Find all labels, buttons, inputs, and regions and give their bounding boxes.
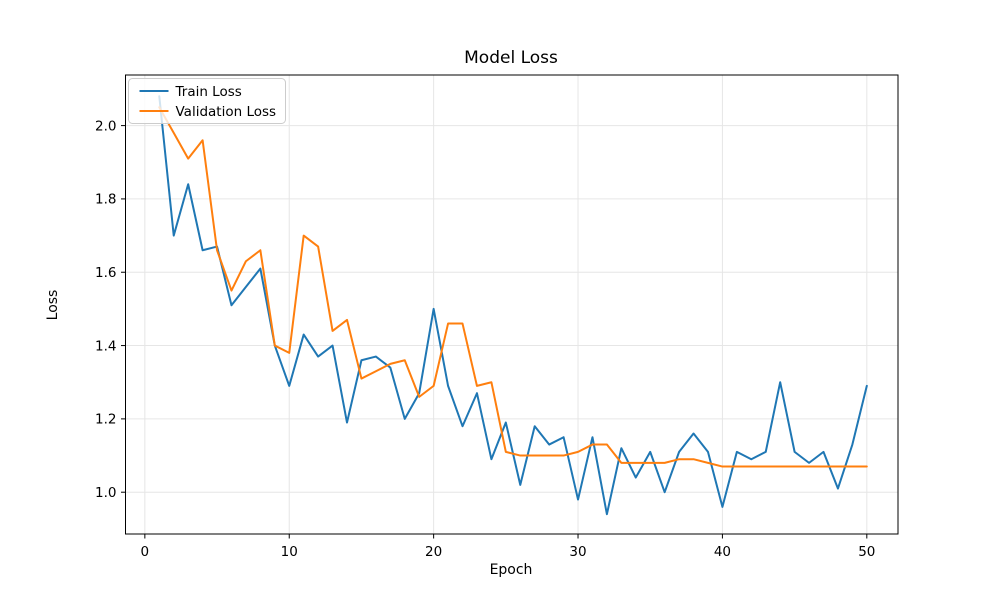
y-tick-label: 1.4 [95, 338, 116, 354]
series-line-validation-loss [158, 106, 868, 468]
x-tick-label: 10 [281, 544, 298, 560]
axes: 0 10 20 30 40 50 1.0 1.2 1.4 1.6 1.8 2.0 [95, 74, 899, 560]
y-tick-label: 1.6 [95, 265, 116, 281]
y-axis-label: Loss [45, 290, 61, 321]
x-tick-label: 40 [714, 544, 731, 560]
grid-lines [125, 75, 898, 534]
data-series [158, 95, 868, 516]
series-line-train-loss [158, 95, 868, 516]
x-tick-label: 20 [425, 544, 442, 560]
x-axis-label: Epoch [490, 562, 533, 578]
y-tick-label: 2.0 [95, 118, 116, 134]
x-tick-label: 0 [141, 544, 150, 560]
y-tick-label: 1.0 [95, 485, 116, 501]
y-tick-label: 1.8 [95, 192, 116, 208]
x-tick-label: 50 [858, 544, 875, 560]
plot-border [125, 74, 899, 535]
legend-box [128, 78, 286, 124]
chart-title: Model Loss [464, 48, 558, 68]
legend-label: Validation Loss [176, 104, 277, 120]
y-tick-label: 1.2 [95, 412, 116, 428]
legend: Train Loss Validation Loss [128, 78, 286, 124]
x-tick-label: 30 [569, 544, 586, 560]
legend-label: Train Loss [175, 84, 242, 100]
